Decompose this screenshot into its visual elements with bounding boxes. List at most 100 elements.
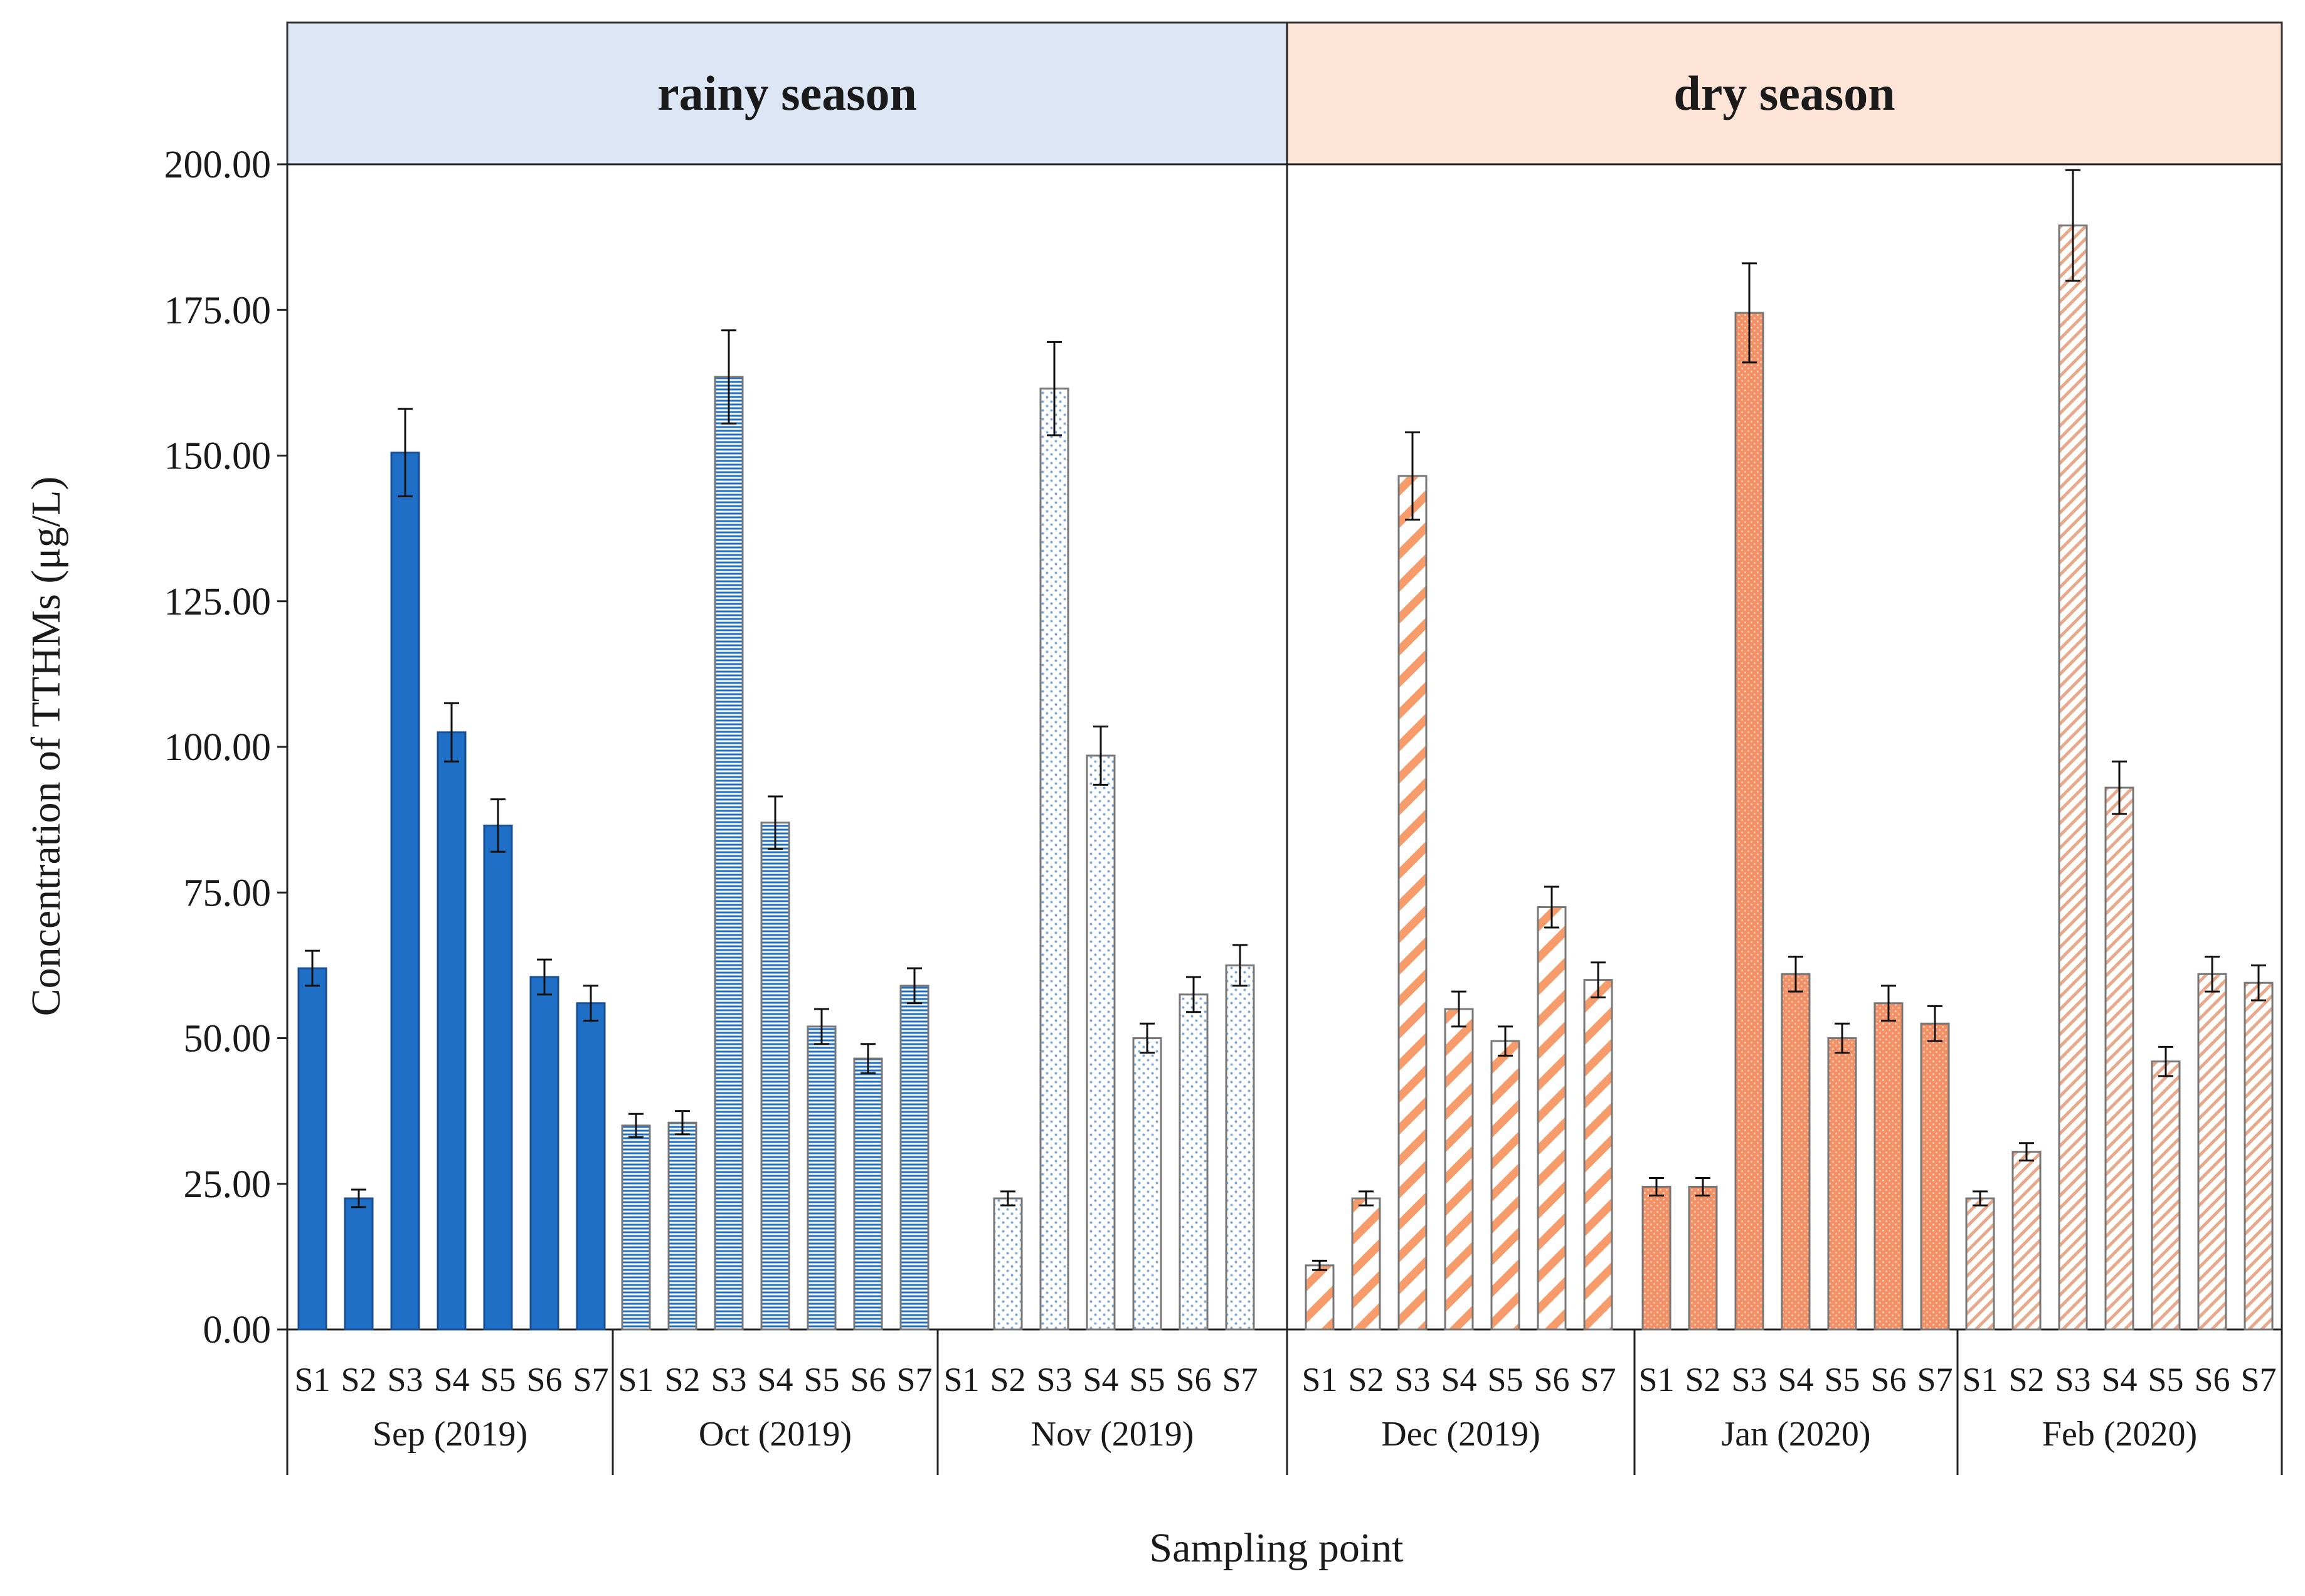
month-group-label: Jan (2020) xyxy=(1722,1415,1871,1454)
y-tick-label: 100.00 xyxy=(164,726,272,769)
x-tick-label: S1 xyxy=(1301,1361,1337,1398)
x-tick-label: S1 xyxy=(294,1361,330,1398)
x-tick-label: S4 xyxy=(1441,1361,1476,1398)
x-axis-title: Sampling point xyxy=(1149,1525,1403,1571)
x-tick-label: S7 xyxy=(896,1361,932,1398)
x-tick-label: S4 xyxy=(433,1361,469,1398)
bar xyxy=(1827,1037,1857,1331)
bar xyxy=(1305,1264,1335,1331)
bar xyxy=(1781,973,1811,1331)
month-group-label: Oct (2019) xyxy=(699,1415,852,1454)
x-tick-label: S7 xyxy=(1917,1361,1953,1398)
x-tick-label: S3 xyxy=(1731,1361,1767,1398)
y-tick-label: 0.00 xyxy=(203,1309,272,1351)
bar xyxy=(1583,979,1613,1331)
bar xyxy=(1179,993,1209,1331)
x-tick-label: S6 xyxy=(2194,1361,2230,1398)
x-tick-label: S4 xyxy=(1083,1361,1118,1398)
x-tick-label: S3 xyxy=(1394,1361,1430,1398)
x-tick-label: S5 xyxy=(480,1361,516,1398)
month-group-label: Dec (2019) xyxy=(1381,1415,1540,1454)
x-tick-label: S5 xyxy=(2148,1361,2183,1398)
x-tick-label: S2 xyxy=(1685,1361,1720,1398)
bar xyxy=(1734,312,1764,1331)
bar xyxy=(1397,475,1428,1331)
y-tick-label: 25.00 xyxy=(184,1163,272,1206)
x-tick-label: S1 xyxy=(1962,1361,1998,1398)
bar xyxy=(2058,225,2088,1331)
bar xyxy=(1537,906,1567,1331)
season-label: rainy season xyxy=(657,66,917,120)
bar xyxy=(529,976,559,1331)
bar xyxy=(1641,1185,1672,1331)
bar xyxy=(1351,1197,1381,1331)
x-tick-label: S2 xyxy=(341,1361,376,1398)
y-axis-title: Concentration of TTHMs (μg/L) xyxy=(23,477,69,1017)
bar xyxy=(2197,973,2227,1331)
x-tick-label: S1 xyxy=(618,1361,654,1398)
bar xyxy=(1086,754,1116,1331)
bar xyxy=(899,985,930,1331)
season-band-1 xyxy=(1286,21,2283,166)
bar xyxy=(437,731,467,1331)
bar xyxy=(1873,1002,1904,1331)
x-tick-label: S4 xyxy=(1778,1361,1813,1398)
bar xyxy=(2151,1060,2181,1331)
x-tick-label: S7 xyxy=(1580,1361,1616,1398)
x-tick-label: S2 xyxy=(2008,1361,2044,1398)
bar xyxy=(667,1121,697,1331)
x-tick-label: S2 xyxy=(990,1361,1025,1398)
bar xyxy=(807,1025,837,1331)
bar xyxy=(1225,964,1255,1331)
x-tick-label: S4 xyxy=(757,1361,793,1398)
x-tick-label: S1 xyxy=(943,1361,979,1398)
x-tick-label: S2 xyxy=(1348,1361,1384,1398)
bar xyxy=(2011,1151,2042,1331)
x-tick-label: S3 xyxy=(387,1361,423,1398)
y-tick-label: 75.00 xyxy=(184,872,272,914)
y-tick-label: 175.00 xyxy=(164,289,272,332)
bar xyxy=(760,822,790,1331)
bar xyxy=(853,1057,883,1331)
season-label: dry season xyxy=(1673,66,1895,120)
bar xyxy=(1688,1185,1718,1331)
x-tick-label: S5 xyxy=(1824,1361,1860,1398)
x-tick-label: S7 xyxy=(1222,1361,1258,1398)
bar xyxy=(390,452,420,1331)
x-tick-label: S3 xyxy=(1036,1361,1072,1398)
x-tick-label: S5 xyxy=(1129,1361,1165,1398)
bar xyxy=(2244,981,2274,1331)
x-tick-label: S2 xyxy=(664,1361,700,1398)
x-tick-label: S6 xyxy=(1175,1361,1211,1398)
season-band-0 xyxy=(286,21,1288,166)
bar xyxy=(1039,388,1069,1331)
bar xyxy=(576,1002,606,1331)
bar xyxy=(993,1197,1023,1331)
x-tick-label: S7 xyxy=(2240,1361,2276,1398)
x-tick-label: S5 xyxy=(1487,1361,1523,1398)
bar xyxy=(344,1197,374,1331)
bar xyxy=(483,824,513,1331)
bar xyxy=(1444,1008,1474,1331)
bar xyxy=(297,967,327,1331)
bar xyxy=(621,1124,651,1331)
x-tick-label: S4 xyxy=(2101,1361,2137,1398)
bar xyxy=(1965,1197,1995,1331)
bar xyxy=(1132,1037,1162,1331)
y-tick-label: 125.00 xyxy=(164,581,272,623)
month-group-label: Feb (2020) xyxy=(2042,1415,2197,1454)
x-tick-label: S5 xyxy=(803,1361,839,1398)
x-tick-label: S7 xyxy=(573,1361,608,1398)
x-tick-label: S6 xyxy=(526,1361,562,1398)
month-group-label: Nov (2019) xyxy=(1031,1415,1194,1454)
bar xyxy=(2104,786,2134,1331)
x-tick-label: S6 xyxy=(850,1361,886,1398)
x-tick-label: S3 xyxy=(711,1361,746,1398)
y-tick-label: 50.00 xyxy=(184,1018,272,1060)
y-tick-label: 150.00 xyxy=(164,435,272,478)
x-tick-label: S3 xyxy=(2055,1361,2090,1398)
bar xyxy=(1920,1022,1950,1331)
x-tick-label: S1 xyxy=(1638,1361,1674,1398)
